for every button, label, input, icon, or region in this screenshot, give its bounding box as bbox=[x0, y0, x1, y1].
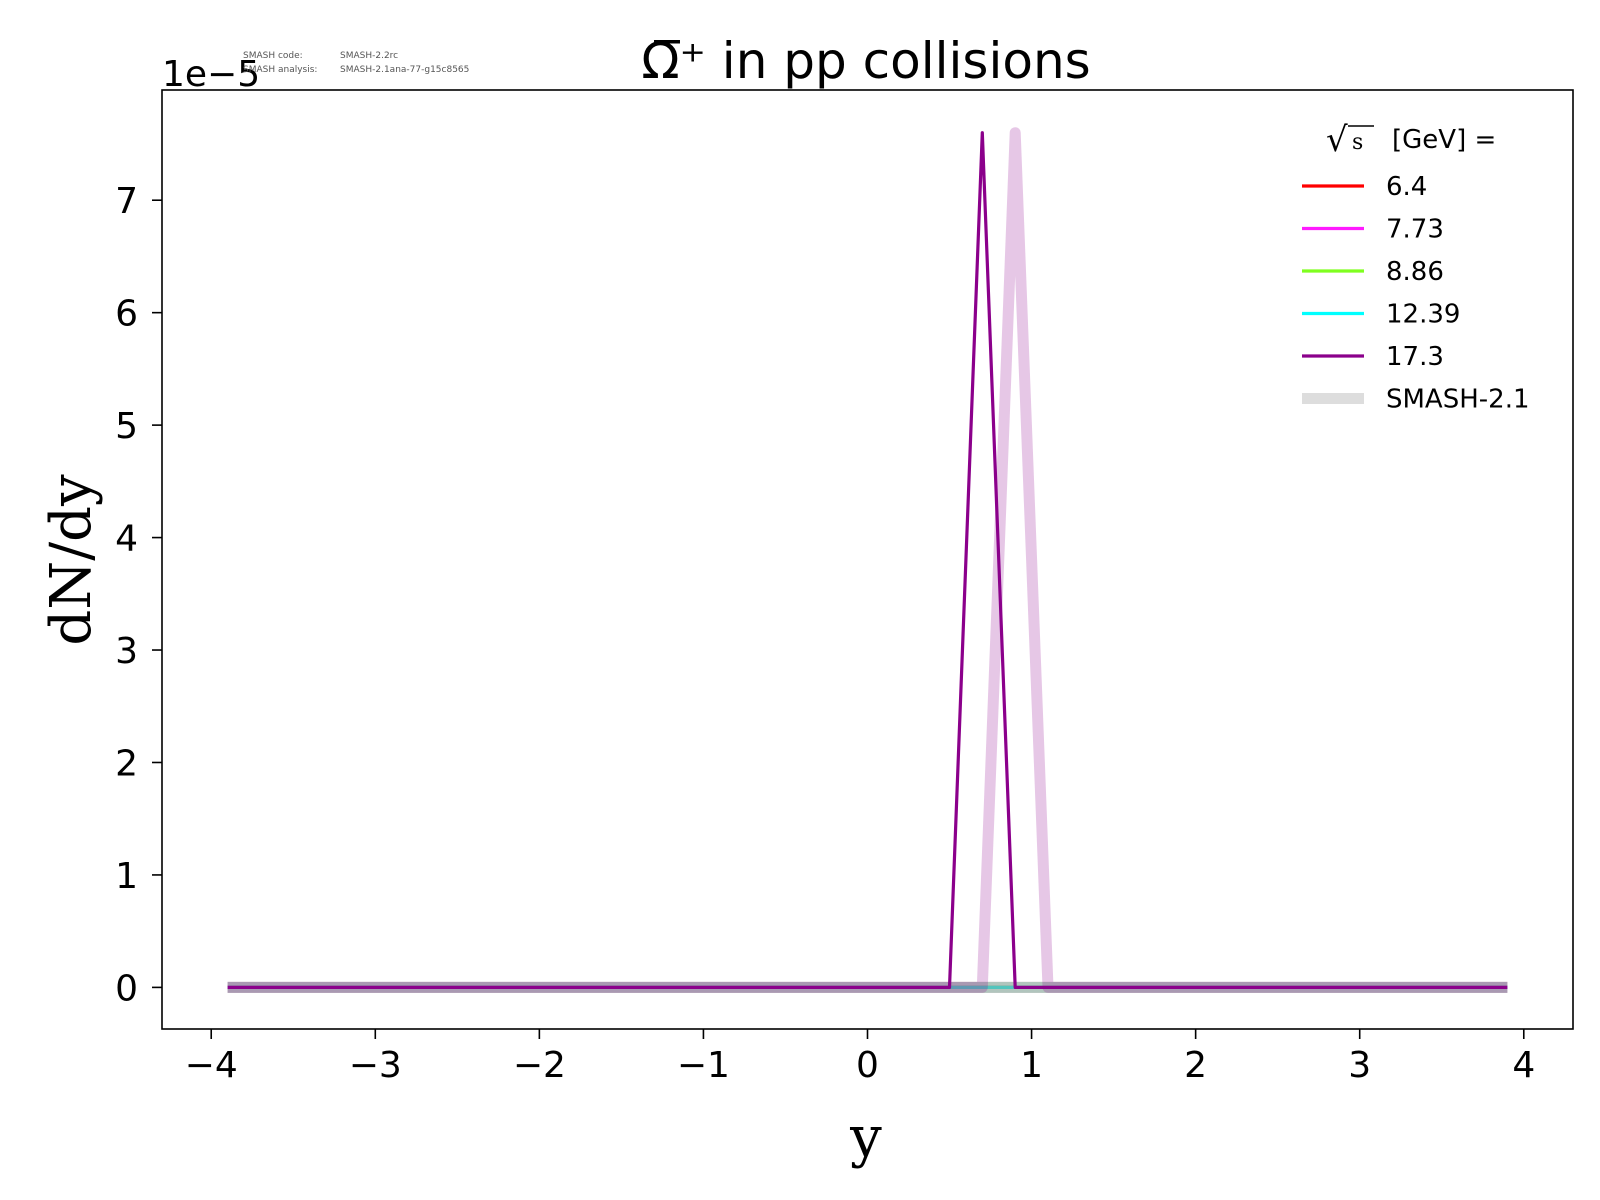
smash-version-info: SMASH code: SMASH-2.2rc SMASH analysis: … bbox=[243, 51, 469, 75]
legend-label-4: 17.3 bbox=[1386, 342, 1444, 372]
y-tick-label: 6 bbox=[115, 294, 138, 335]
x-axis: −4 −3 −2 −1 0 1 2 3 4 bbox=[185, 1029, 1535, 1086]
y-tick-label: 1 bbox=[115, 856, 138, 897]
x-axis-label: y bbox=[849, 1105, 882, 1170]
x-tick-label: 3 bbox=[1348, 1045, 1371, 1086]
legend-title: [GeV] = bbox=[1392, 125, 1496, 155]
y-tick-label: 5 bbox=[115, 406, 138, 447]
smash-analysis-value: SMASH-2.1ana-77-g15c8565 bbox=[340, 65, 469, 75]
x-tick-label: −4 bbox=[185, 1045, 238, 1086]
y-tick-label: 0 bbox=[115, 968, 138, 1009]
x-tick-label: −3 bbox=[349, 1045, 402, 1086]
series-line-9 bbox=[227, 131, 1508, 990]
smash-code-label: SMASH code: bbox=[243, 51, 303, 61]
reference-series-line-8 bbox=[227, 127, 1508, 993]
legend-sqrt-symbol: √ bbox=[1326, 120, 1348, 160]
series-layer bbox=[227, 127, 1508, 993]
smash-analysis-label: SMASH analysis: bbox=[243, 65, 317, 75]
legend-label-5: SMASH-2.1 bbox=[1386, 385, 1530, 415]
legend-sqrt-s: s bbox=[1352, 130, 1363, 155]
y-tick-label: 3 bbox=[115, 631, 138, 672]
y-axis-label: dN/dy bbox=[39, 474, 104, 646]
y-tick-label: 4 bbox=[115, 519, 138, 560]
x-tick-label: −1 bbox=[677, 1045, 730, 1086]
y-axis-offset-text: 1e−5 bbox=[162, 54, 260, 95]
legend-label-1: 7.73 bbox=[1386, 215, 1444, 245]
chart-title: Ω̅⁺ in pp collisions bbox=[641, 32, 1090, 90]
y-tick-label: 2 bbox=[115, 743, 138, 784]
legend-label-3: 12.39 bbox=[1386, 300, 1460, 330]
x-tick-label: 0 bbox=[856, 1045, 879, 1086]
legend-label-0: 6.4 bbox=[1386, 172, 1427, 202]
y-tick-label: 7 bbox=[115, 181, 138, 222]
smash-code-value: SMASH-2.2rc bbox=[340, 51, 398, 61]
x-tick-label: 2 bbox=[1184, 1045, 1207, 1086]
y-axis: 0 1 2 3 4 5 6 7 bbox=[115, 181, 162, 1009]
legend-entries: 6.4 7.73 8.86 12.39 17.3 SMASH-2.1 bbox=[1302, 172, 1530, 415]
x-tick-label: 4 bbox=[1512, 1045, 1535, 1086]
legend-label-2: 8.86 bbox=[1386, 257, 1444, 287]
x-tick-label: 1 bbox=[1020, 1045, 1043, 1086]
plot-area-frame bbox=[161, 89, 1574, 1030]
x-tick-label: −2 bbox=[513, 1045, 566, 1086]
legend: √ s [GeV] = 6.4 7.73 8.86 12.39 17.3 SMASH-2.… bbox=[1302, 120, 1530, 415]
